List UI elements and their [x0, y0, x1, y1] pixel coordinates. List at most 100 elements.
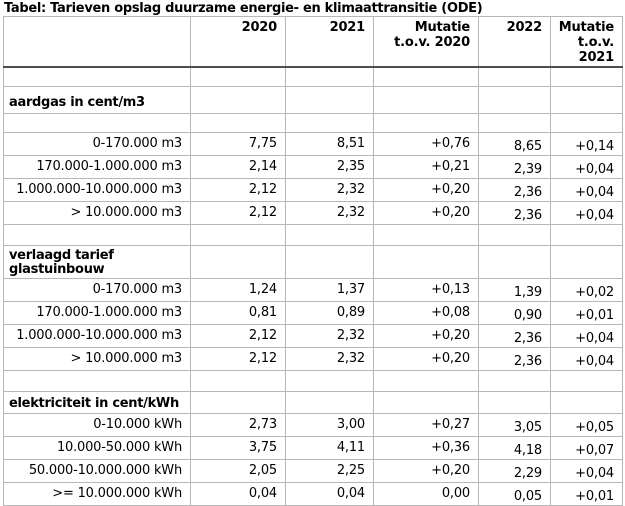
cell-2021: 0,89 [285, 300, 374, 325]
cell-mutatie-2020: +0,20 [373, 200, 479, 225]
spacer-cell [550, 112, 623, 133]
spacer-cell [478, 223, 551, 246]
table-row: 0-10.000 kWh 2,73 3,00 +0,27 3,05 +0,05 [3, 412, 623, 437]
table-row: > 10.000.000 m3 2,12 2,32 +0,20 2,36 +0,… [3, 200, 623, 225]
column-header-label [3, 16, 191, 68]
empty-cell [373, 85, 479, 114]
cell-mutatie-2021: +0,04 [550, 346, 623, 371]
table-row: 10.000-50.000 kWh 3,75 4,11 +0,36 4,18 +… [3, 435, 623, 460]
empty-cell [478, 85, 551, 114]
spacer-cell [3, 112, 191, 133]
cell-2022: 0,05 [478, 481, 551, 506]
cell-mutatie-2021: +0,04 [550, 458, 623, 483]
cell-2020: 3,75 [190, 435, 286, 460]
cell-mutatie-2020: 0,00 [373, 481, 479, 506]
spacer-cell [478, 369, 551, 392]
cell-mutatie-2021: +0,04 [550, 154, 623, 179]
section-header-elektriciteit: elektriciteit in cent/kWh [3, 390, 623, 414]
cell-2022: 1,39 [478, 277, 551, 302]
column-header-2020: 2020 [190, 16, 286, 68]
empty-cell [285, 390, 374, 414]
column-header-mutatie-2021: Mutatie t.o.v. 2021 [550, 16, 623, 68]
cell-mutatie-2020: +0,36 [373, 435, 479, 460]
spacer-cell [285, 66, 374, 87]
cell-2021: 2,32 [285, 177, 374, 202]
cell-mutatie-2021: +0,04 [550, 323, 623, 348]
cell-2022: 2,36 [478, 346, 551, 371]
empty-cell [190, 85, 286, 114]
spacer-cell [373, 66, 479, 87]
cell-2020: 2,12 [190, 200, 286, 225]
cell-2021: 2,32 [285, 346, 374, 371]
spacer-cell [285, 112, 374, 133]
cell-2021: 1,37 [285, 277, 374, 302]
spacer-cell [190, 112, 286, 133]
spacer-cell [478, 66, 551, 87]
table-row: >= 10.000.000 kWh 0,04 0,04 0,00 0,05 +0… [3, 481, 623, 506]
cell-2021: 2,32 [285, 200, 374, 225]
row-label: 1.000.000-10.000.000 m3 [3, 323, 191, 348]
cell-2021: 2,25 [285, 458, 374, 483]
table-row: 0-170.000 m3 7,75 8,51 +0,76 8,65 +0,14 [3, 131, 623, 156]
table-header-row: 2020 2021 Mutatie t.o.v. 2020 2022 Mutat… [3, 16, 623, 68]
row-label: >= 10.000.000 kWh [3, 481, 191, 506]
row-label: > 10.000.000 m3 [3, 346, 191, 371]
cell-2020: 2,14 [190, 154, 286, 179]
cell-mutatie-2020: +0,20 [373, 346, 479, 371]
empty-cell [550, 390, 623, 414]
row-label: 170.000-1.000.000 m3 [3, 154, 191, 179]
row-label: 170.000-1.000.000 m3 [3, 300, 191, 325]
cell-2020: 2,12 [190, 323, 286, 348]
empty-cell [550, 85, 623, 114]
cell-2022: 8,65 [478, 131, 551, 156]
cell-2020: 0,81 [190, 300, 286, 325]
row-label: 1.000.000-10.000.000 m3 [3, 177, 191, 202]
spacer-row [3, 112, 623, 133]
spacer-row [3, 223, 623, 246]
row-label: 0-170.000 m3 [3, 131, 191, 156]
cell-mutatie-2021: +0,01 [550, 300, 623, 325]
row-label: 0-170.000 m3 [3, 277, 191, 302]
cell-mutatie-2020: +0,27 [373, 412, 479, 437]
cell-mutatie-2021: +0,14 [550, 131, 623, 156]
row-label: 0-10.000 kWh [3, 412, 191, 437]
table-row: 170.000-1.000.000 m3 2,14 2,35 +0,21 2,3… [3, 154, 623, 179]
table-row: > 10.000.000 m3 2,12 2,32 +0,20 2,36 +0,… [3, 346, 623, 371]
spacer-cell [285, 369, 374, 392]
cell-mutatie-2021: +0,04 [550, 177, 623, 202]
spacer-cell [3, 369, 191, 392]
cell-2022: 0,90 [478, 300, 551, 325]
empty-cell [285, 85, 374, 114]
cell-mutatie-2020: +0,20 [373, 323, 479, 348]
cell-mutatie-2020: +0,13 [373, 277, 479, 302]
spacer-cell [373, 223, 479, 246]
spacer-cell [478, 112, 551, 133]
empty-cell [285, 244, 374, 279]
spacer-cell [190, 223, 286, 246]
cell-mutatie-2021: +0,02 [550, 277, 623, 302]
table-row: 170.000-1.000.000 m3 0,81 0,89 +0,08 0,9… [3, 300, 623, 325]
cell-mutatie-2020: +0,08 [373, 300, 479, 325]
spacer-cell [3, 66, 191, 87]
row-label: > 10.000.000 m3 [3, 200, 191, 225]
cell-2022: 3,05 [478, 412, 551, 437]
cell-2021: 8,51 [285, 131, 374, 156]
spacer-cell [550, 66, 623, 87]
cell-2020: 1,24 [190, 277, 286, 302]
cell-2022: 2,36 [478, 200, 551, 225]
empty-cell [550, 244, 623, 279]
cell-2022: 2,36 [478, 323, 551, 348]
empty-cell [190, 244, 286, 279]
spacer-cell [190, 66, 286, 87]
column-header-2021: 2021 [285, 16, 374, 68]
cell-2022: 2,39 [478, 154, 551, 179]
section-label: elektriciteit in cent/kWh [3, 390, 191, 414]
section-label: verlaagd tarief glastuinbouw [3, 244, 191, 279]
spacer-cell [373, 112, 479, 133]
cell-2020: 2,73 [190, 412, 286, 437]
row-label: 50.000-10.000.000 kWh [3, 458, 191, 483]
spacer-cell [285, 223, 374, 246]
spacer-cell [550, 369, 623, 392]
cell-2021: 4,11 [285, 435, 374, 460]
